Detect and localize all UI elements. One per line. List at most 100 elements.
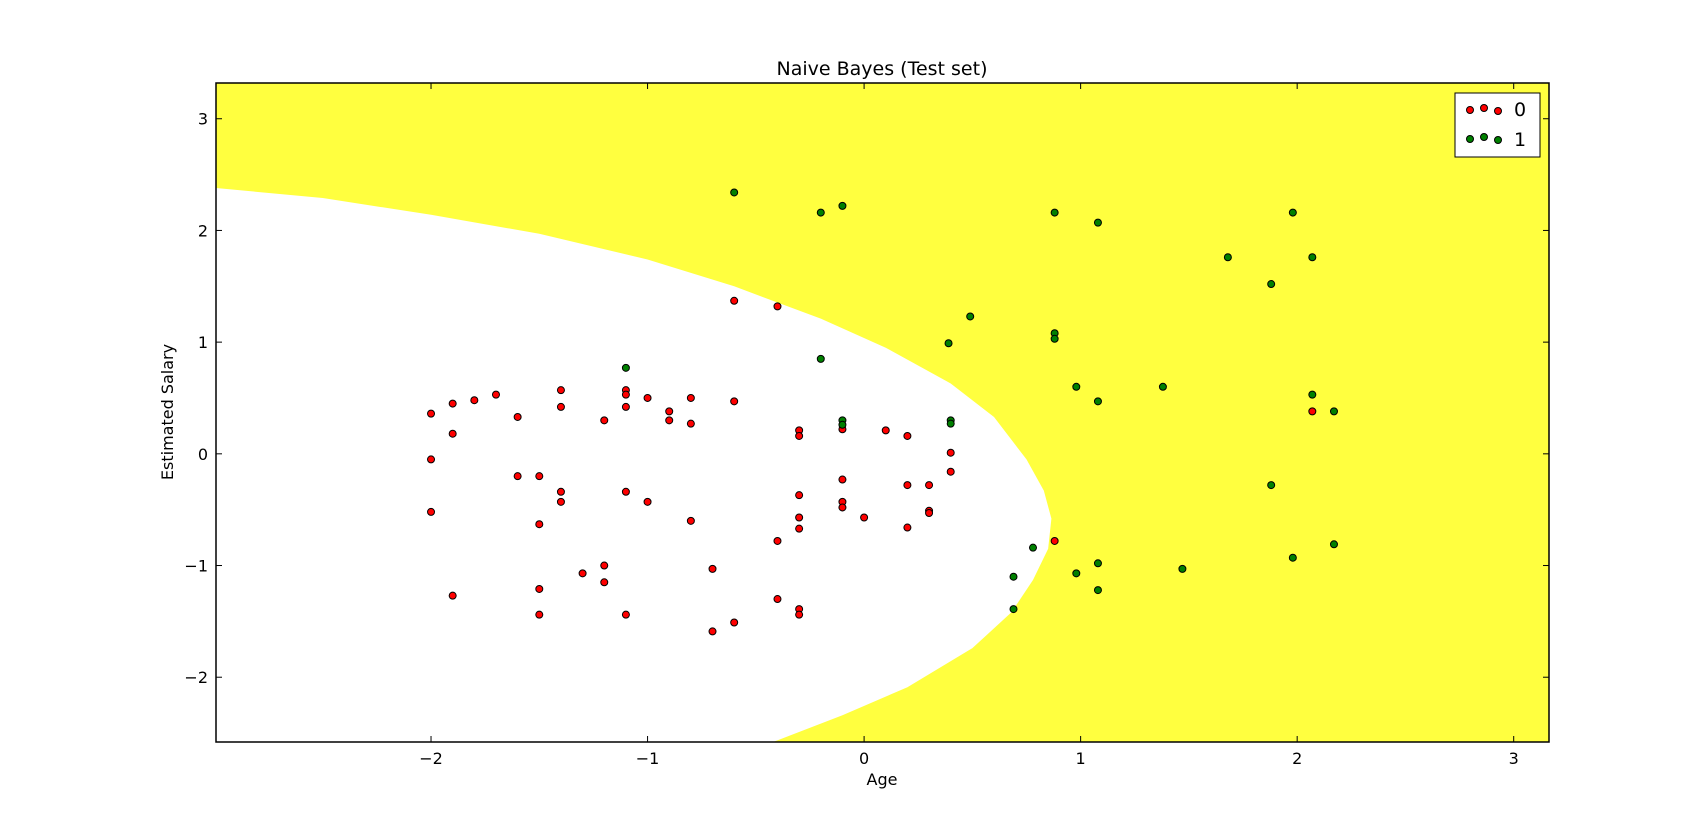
legend-markers-0 xyxy=(1466,104,1502,115)
point-class-0 xyxy=(773,302,782,311)
legend-markers-1 xyxy=(1466,133,1502,144)
point-class-1 xyxy=(1158,382,1167,391)
point-class-0 xyxy=(427,409,436,418)
point-class-0 xyxy=(925,509,934,518)
point-class-0 xyxy=(556,487,565,496)
legend-label-0: 0 xyxy=(1514,99,1526,121)
x-axis-label: Age xyxy=(867,770,898,789)
x-tick-label: 3 xyxy=(1509,749,1519,768)
point-class-1 xyxy=(1178,564,1187,573)
point-class-0 xyxy=(556,497,565,506)
y-tick-label: 1 xyxy=(198,333,208,352)
point-class-0 xyxy=(621,610,630,619)
legend-marker-0 xyxy=(1480,104,1488,112)
y-tick-label: −2 xyxy=(184,668,208,687)
plot-area xyxy=(216,83,1549,742)
point-class-0 xyxy=(1308,407,1317,416)
legend-marker-1 xyxy=(1494,136,1502,144)
y-axis-label: Estimated Salary xyxy=(158,344,177,480)
point-class-0 xyxy=(795,513,804,522)
point-class-1 xyxy=(816,354,825,363)
point-class-0 xyxy=(578,569,587,578)
point-class-1 xyxy=(946,419,955,428)
class-0-region xyxy=(216,187,1052,742)
point-class-1 xyxy=(1308,253,1317,262)
point-class-0 xyxy=(643,497,652,506)
point-class-0 xyxy=(795,431,804,440)
point-class-1 xyxy=(1050,208,1059,217)
point-class-0 xyxy=(838,475,847,484)
legend-marker-1 xyxy=(1466,135,1474,143)
point-class-0 xyxy=(1050,536,1059,545)
point-class-0 xyxy=(686,516,695,525)
y-tick-label: 2 xyxy=(198,221,208,240)
chart-title: Naive Bayes (Test set) xyxy=(777,58,988,80)
point-class-1 xyxy=(1093,218,1102,227)
point-class-1 xyxy=(1093,559,1102,568)
point-class-1 xyxy=(1009,572,1018,581)
point-class-0 xyxy=(621,487,630,496)
point-class-0 xyxy=(903,481,912,490)
point-class-0 xyxy=(621,402,630,411)
point-class-1 xyxy=(816,208,825,217)
point-class-0 xyxy=(535,520,544,529)
point-class-0 xyxy=(448,399,457,408)
point-class-1 xyxy=(944,339,953,348)
point-class-0 xyxy=(600,416,609,425)
x-tick-label: −1 xyxy=(636,749,660,768)
y-tick-label: 0 xyxy=(198,445,208,464)
point-class-1 xyxy=(1308,390,1317,399)
point-class-0 xyxy=(556,386,565,395)
point-class-0 xyxy=(795,610,804,619)
point-class-1 xyxy=(1329,540,1338,549)
point-class-0 xyxy=(686,419,695,428)
point-class-0 xyxy=(513,412,522,421)
point-class-0 xyxy=(708,564,717,573)
legend-box xyxy=(1454,92,1541,158)
point-class-1 xyxy=(621,363,630,372)
point-class-0 xyxy=(903,523,912,532)
point-class-0 xyxy=(491,390,500,399)
point-class-1 xyxy=(838,420,847,429)
x-tick-label: 2 xyxy=(1292,749,1302,768)
x-axis: −2 −1 0 1 2 3 xyxy=(419,83,1519,768)
legend-marker-1 xyxy=(1480,133,1488,141)
point-class-1 xyxy=(1267,481,1276,490)
point-class-0 xyxy=(600,578,609,587)
legend-label-1: 1 xyxy=(1514,129,1526,151)
point-class-0 xyxy=(730,296,739,305)
y-tick-label: 3 xyxy=(198,110,208,129)
point-class-1 xyxy=(1028,543,1037,552)
plot-frame xyxy=(215,82,1550,743)
point-class-0 xyxy=(881,426,890,435)
point-class-0 xyxy=(860,513,869,522)
legend: 0 1 xyxy=(1454,92,1541,158)
point-class-0 xyxy=(448,591,457,600)
point-class-0 xyxy=(427,507,436,516)
point-class-0 xyxy=(621,390,630,399)
point-class-0 xyxy=(535,610,544,619)
legend-marker-0 xyxy=(1466,106,1474,114)
point-class-1 xyxy=(1288,208,1297,217)
point-class-1 xyxy=(1267,280,1276,289)
point-class-0 xyxy=(730,618,739,627)
point-class-0 xyxy=(925,481,934,490)
point-class-0 xyxy=(730,397,739,406)
legend-marker-0 xyxy=(1494,107,1502,115)
point-class-0 xyxy=(448,429,457,438)
point-class-0 xyxy=(643,393,652,402)
point-class-0 xyxy=(665,407,674,416)
point-class-1 xyxy=(1329,407,1338,416)
point-class-1 xyxy=(1093,586,1102,595)
point-class-0 xyxy=(513,472,522,481)
point-class-0 xyxy=(773,595,782,604)
point-class-0 xyxy=(795,491,804,500)
point-class-0 xyxy=(665,416,674,425)
point-class-1 xyxy=(1072,382,1081,391)
point-class-1 xyxy=(1288,553,1297,562)
point-class-0 xyxy=(427,455,436,464)
point-class-1 xyxy=(966,312,975,321)
point-class-0 xyxy=(838,503,847,512)
point-class-1 xyxy=(1072,569,1081,578)
